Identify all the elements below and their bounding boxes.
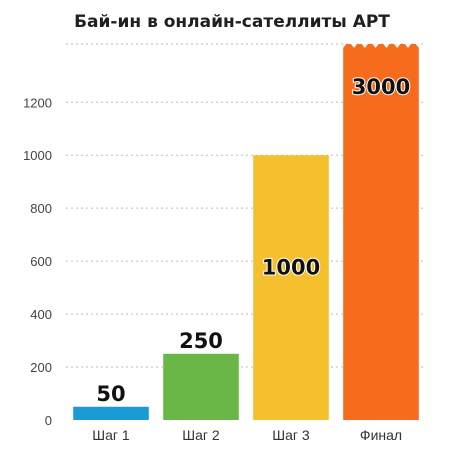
y-tick-label: 800: [30, 201, 52, 216]
category-label: Шаг 2: [182, 427, 220, 443]
category-label: Шаг 3: [272, 427, 310, 443]
y-tick-label: 600: [30, 254, 52, 269]
bar: [253, 155, 329, 420]
y-axis: 0 200 400 600 800 1000 1200: [23, 95, 52, 428]
data-label: 1000: [262, 255, 320, 279]
data-labels: 50 250 1000 3000: [95, 74, 411, 407]
category-label: Шаг 1: [92, 427, 130, 443]
x-axis: Шаг 1 Шаг 2 Шаг 3 Финал: [92, 427, 402, 443]
y-tick-label: 200: [30, 360, 52, 375]
data-label: 250: [179, 329, 223, 353]
y-tick-label: 400: [30, 307, 52, 322]
bar: [343, 44, 419, 420]
category-label: Финал: [360, 427, 402, 443]
y-tick-label: 1200: [23, 95, 52, 110]
y-tick-label: 0: [45, 413, 52, 428]
truncation-break: [343, 36, 419, 48]
bar: [73, 406, 149, 420]
bar: [163, 353, 239, 420]
data-label: 3000: [352, 75, 410, 99]
data-label: 50: [96, 382, 125, 406]
bars: [73, 36, 419, 420]
chart-title: Бай-ин в онлайн-сателлиты APT: [74, 12, 390, 32]
y-tick-label: 1000: [23, 148, 52, 163]
